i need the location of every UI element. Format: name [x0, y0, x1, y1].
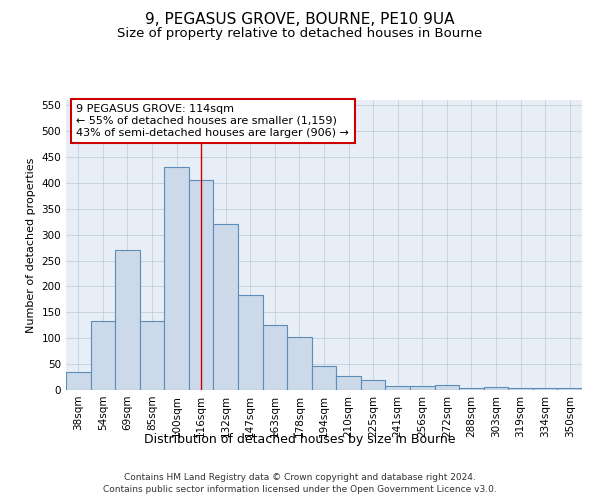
- Y-axis label: Number of detached properties: Number of detached properties: [26, 158, 36, 332]
- Bar: [263, 326, 287, 390]
- Text: Size of property relative to detached houses in Bourne: Size of property relative to detached ho…: [118, 28, 482, 40]
- Bar: [385, 386, 410, 390]
- Bar: [115, 250, 140, 390]
- Bar: [91, 321, 115, 390]
- Bar: [312, 366, 336, 390]
- Text: 9 PEGASUS GROVE: 114sqm
← 55% of detached houses are smaller (1,159)
43% of semi: 9 PEGASUS GROVE: 114sqm ← 55% of detache…: [76, 104, 349, 138]
- Bar: [189, 180, 214, 390]
- Bar: [434, 385, 459, 390]
- Bar: [508, 388, 533, 390]
- Bar: [484, 388, 508, 390]
- Text: Distribution of detached houses by size in Bourne: Distribution of detached houses by size …: [144, 432, 456, 446]
- Text: Contains HM Land Registry data © Crown copyright and database right 2024.: Contains HM Land Registry data © Crown c…: [124, 472, 476, 482]
- Bar: [459, 388, 484, 390]
- Text: 9, PEGASUS GROVE, BOURNE, PE10 9UA: 9, PEGASUS GROVE, BOURNE, PE10 9UA: [145, 12, 455, 28]
- Bar: [164, 168, 189, 390]
- Bar: [238, 295, 263, 390]
- Bar: [287, 336, 312, 390]
- Bar: [140, 321, 164, 390]
- Bar: [214, 224, 238, 390]
- Text: Contains public sector information licensed under the Open Government Licence v3: Contains public sector information licen…: [103, 485, 497, 494]
- Bar: [361, 380, 385, 390]
- Bar: [410, 386, 434, 390]
- Bar: [336, 376, 361, 390]
- Bar: [557, 388, 582, 390]
- Bar: [66, 372, 91, 390]
- Bar: [533, 388, 557, 390]
